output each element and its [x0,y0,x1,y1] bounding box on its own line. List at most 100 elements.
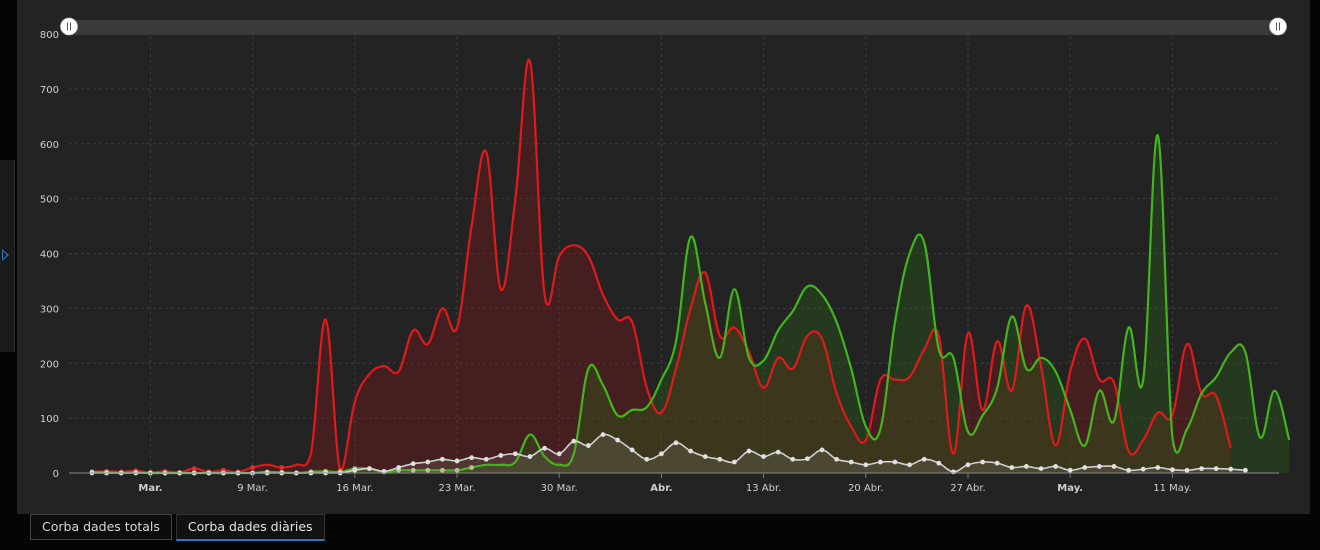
data-point-white [1184,467,1190,473]
slider-track [65,20,1285,35]
y-tick-label: 0 [53,469,59,480]
data-point-white [629,447,635,453]
data-point-white [454,458,460,464]
series-area-green [92,135,1290,474]
y-tick-label: 200 [40,359,59,370]
data-point-white [936,460,942,466]
data-point-red [279,465,285,470]
data-point-white [542,445,547,451]
x-tick-label: Abr. [650,483,672,494]
data-point-red [250,465,256,470]
data-point-white [1082,465,1088,470]
series-line-red [91,58,1232,474]
chart-axes: 0 100 200 300 400 500 600 700 800 Mar. 9 Mar. 16 Ma… [40,30,1279,494]
data-point-green [454,467,460,473]
data-point-white [1038,466,1044,472]
data-point-white [878,459,883,465]
x-tick-label: May. [1057,483,1083,494]
y-tick-label: 400 [40,250,59,261]
data-point-white [994,460,1000,466]
data-point-white [951,469,956,475]
data-point-white [1053,464,1058,469]
data-point-white [688,448,693,454]
data-point-white [673,440,679,446]
data-point-white [469,455,474,461]
data-point-white [921,456,927,462]
data-point-white [790,456,796,462]
data-point-white [1170,467,1175,473]
data-point-white [600,432,606,437]
data-point-white [659,451,664,457]
data-point-white [805,456,810,462]
data-point-white [498,453,504,458]
data-point-white [834,456,839,462]
data-point-white [1126,467,1131,473]
data-point-white [702,454,708,459]
y-tick-label: 300 [40,304,59,315]
data-point-white [907,462,912,468]
series-areas [92,59,1290,474]
tab-total-data-curve[interactable]: Corba dades totals [30,514,172,540]
data-point-white [440,456,445,462]
data-point-green [410,467,416,473]
daily-data-chart: 0 100 200 300 400 500 600 700 800 Mar. 9 Mar. 16 Ma… [40,17,1291,494]
range-slider[interactable] [60,17,1287,36]
chart-tabs: Corba dades totals Corba dades diàries [30,514,325,541]
data-point-white [761,454,766,459]
x-tick-label: 16 Mar. [336,483,373,494]
data-point-white [1228,466,1234,472]
data-point-white [527,454,533,459]
data-point-white [367,466,372,472]
side-panel-toggle[interactable] [0,160,15,352]
data-point-white [746,448,752,454]
data-point-green [425,467,431,473]
data-point-red [191,466,197,472]
x-tick-label: 23 Mar. [438,483,475,494]
y-tick-label: 600 [40,140,59,151]
x-tick-label: 30 Mar. [541,483,578,494]
x-tick-label: 20 Abr. [848,483,883,494]
data-point-white [819,447,825,453]
data-point-white [513,451,518,457]
data-point-white [644,456,650,462]
data-point-green [469,465,474,470]
data-point-white [980,459,985,465]
data-point-white [425,459,431,465]
data-point-white [717,456,723,462]
y-tick-label: 100 [40,414,59,425]
x-tick-label: 27 Abr. [950,483,985,494]
data-point-white [396,465,401,470]
data-point-white [571,438,577,444]
data-point-white [1097,464,1102,469]
data-point-white [483,456,489,462]
x-tick-label: 9 Mar. [237,483,268,494]
expand-arrow-icon [2,249,9,261]
data-point-white [775,449,781,455]
x-tick-label: 11 May. [1153,483,1191,494]
data-point-white [863,462,869,468]
y-tick-label: 800 [40,30,59,41]
tab-daily-data-curve[interactable]: Corba dades diàries [175,514,325,541]
data-point-green [440,467,445,473]
y-tick-label: 500 [40,195,59,206]
data-point-white [1199,466,1204,472]
slider-handle-right[interactable] [1269,17,1287,36]
data-point-white [1155,465,1161,470]
data-point-white [352,467,358,473]
data-point-white [732,459,737,465]
x-tick-label: 13 Abr. [746,483,781,494]
data-point-white [892,459,898,465]
data-point-white [586,443,591,448]
data-point-white [1213,466,1219,472]
x-tick-label: Mar. [138,483,162,494]
data-point-white [410,461,416,467]
series-area-white [92,434,1246,473]
data-point-white [848,459,854,465]
y-tick-label: 700 [40,85,59,96]
data-point-white [965,462,971,468]
data-point-white [1024,464,1029,469]
chart-panel: 0 100 200 300 400 500 600 700 800 Mar. 9 Mar. 16 Ma… [17,0,1310,514]
slider-handle-left[interactable] [60,17,78,36]
data-point-white [1067,467,1073,473]
data-point-white [615,437,620,443]
